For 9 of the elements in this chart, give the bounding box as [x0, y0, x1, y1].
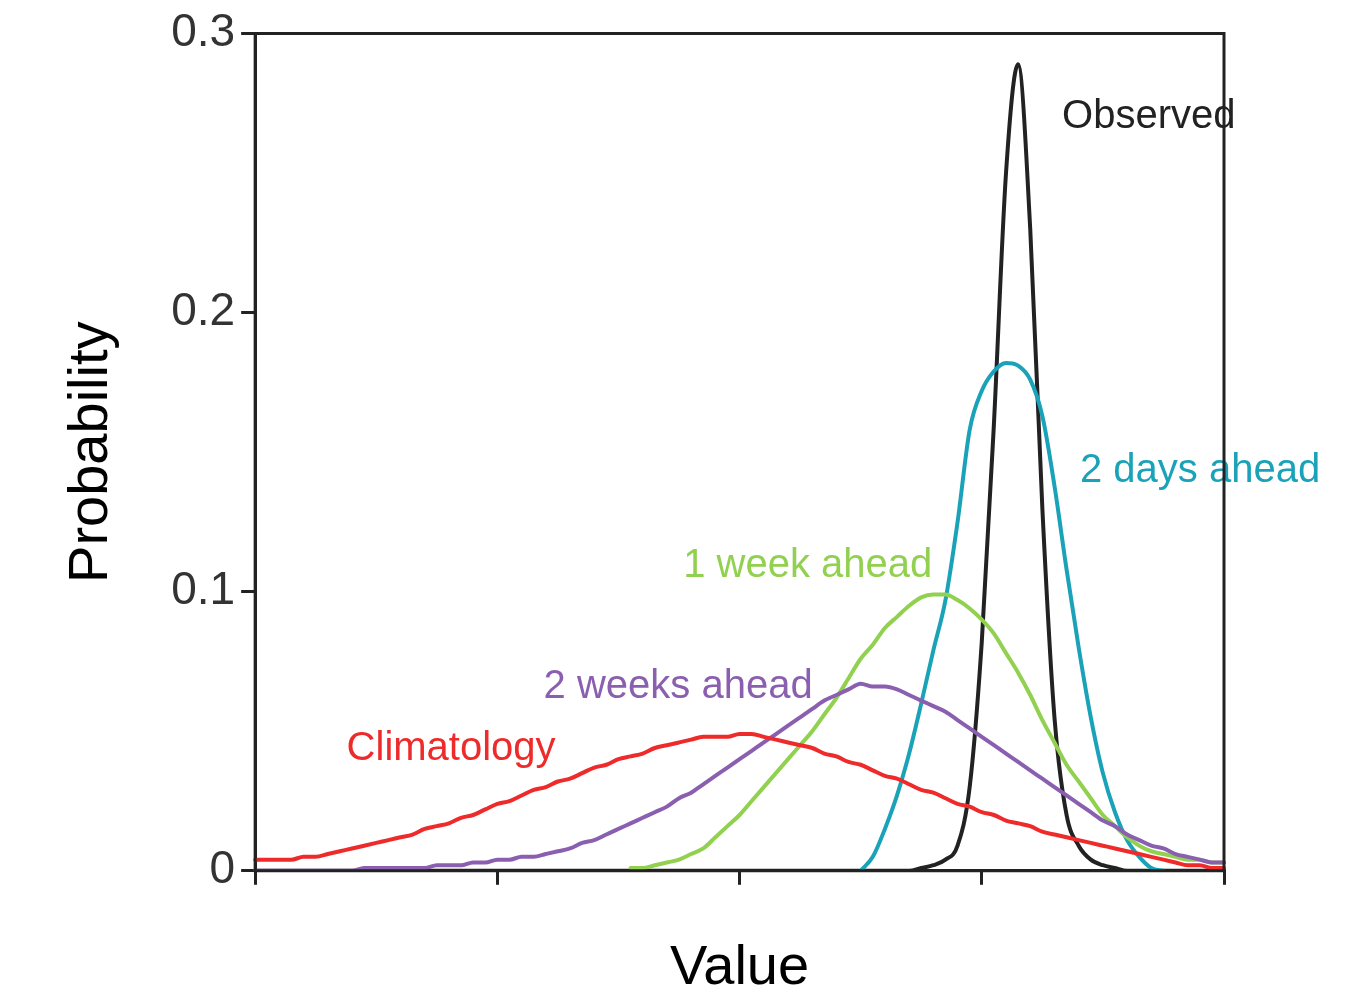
- series-label: 2 weeks ahead: [543, 661, 813, 706]
- y-axis-title: Probability: [56, 321, 120, 583]
- y-tick-label: 0.1: [171, 562, 236, 615]
- y-tick-label: 0: [209, 841, 236, 894]
- series-label: 1 week ahead: [683, 540, 933, 585]
- y-tick-label: 0.3: [171, 4, 236, 57]
- series-label: Climatology: [346, 724, 556, 769]
- y-tick-label: 0.2: [171, 283, 236, 336]
- x-axis-title: Value: [670, 932, 810, 996]
